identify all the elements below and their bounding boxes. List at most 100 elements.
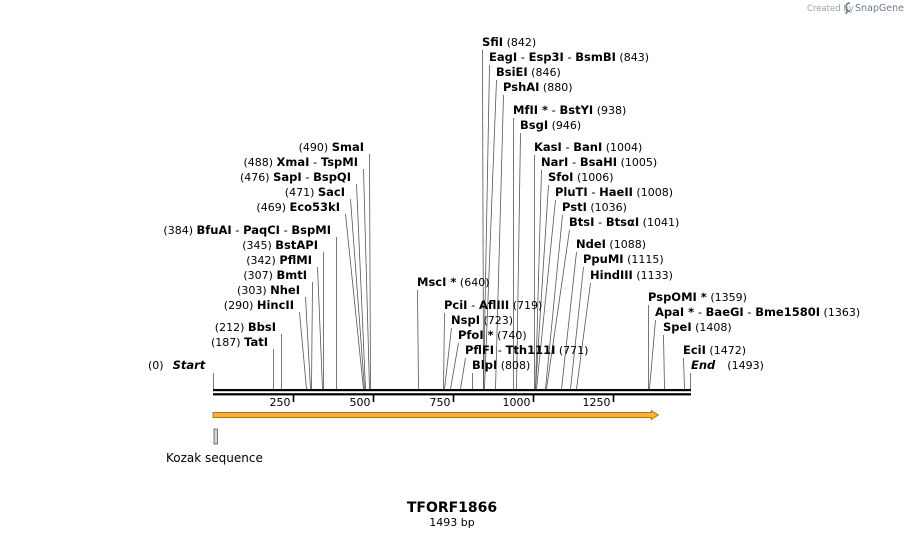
- cut-position: (1472): [706, 344, 746, 357]
- cut-site[interactable]: (303) NheI: [237, 283, 311, 390]
- cut-site-label[interactable]: (469) Eco53kI: [256, 200, 340, 214]
- cut-site-label[interactable]: (290) HincII: [224, 298, 294, 312]
- cut-site[interactable]: BlpI (808): [472, 358, 530, 389]
- cut-site-label[interactable]: PshAI (880): [503, 80, 573, 94]
- cut-position: (471): [285, 186, 318, 199]
- cut-site[interactable]: (384) BfuAI - PaqCI - BspMI: [163, 223, 337, 389]
- cut-site[interactable]: EagI - Esp3I - BsmBI (843): [483, 50, 650, 390]
- cut-site-label[interactable]: SpeI (1408): [663, 320, 732, 334]
- cut-site-label[interactable]: BlpI (808): [472, 358, 530, 372]
- cut-site-label[interactable]: (384) BfuAI - PaqCI - BspMI: [163, 223, 331, 237]
- cut-site-label[interactable]: MfII * - BstYI (938): [513, 103, 626, 117]
- cut-site[interactable]: (290) HincII: [224, 298, 307, 390]
- cut-site-label[interactable]: MscI * (640): [417, 275, 489, 289]
- cut-site[interactable]: SfiI (842): [482, 35, 536, 390]
- cut-site[interactable]: KasI - BanI (1004): [534, 140, 642, 389]
- orf-feature[interactable]: [212, 409, 660, 421]
- cut-site-label[interactable]: KasI - BanI (1004): [534, 140, 642, 154]
- cut-site-label[interactable]: (488) XmaI - TspMI: [243, 155, 358, 169]
- cut-site[interactable]: EciI (1472): [683, 343, 746, 390]
- cut-site[interactable]: PflFI - Tth111I (771): [460, 343, 589, 390]
- credit-brand: SnapGene: [855, 3, 904, 14]
- cut-site[interactable]: MfII * - BstYI (938): [513, 103, 626, 389]
- cut-site-label[interactable]: PpuMI (1115): [583, 252, 664, 266]
- cut-site[interactable]: MscI * (640): [417, 275, 489, 390]
- cut-site[interactable]: (476) SapI - BspQI: [240, 170, 366, 390]
- cut-site-label[interactable]: (307) BmtI: [243, 268, 307, 282]
- cut-site[interactable]: PshAI (880): [495, 80, 573, 390]
- cut-site-label[interactable]: PstI (1036): [562, 200, 627, 214]
- cut-site[interactable]: PciI - AflIII (719): [443, 298, 543, 390]
- cut-site[interactable]: (212) BbsI: [215, 320, 282, 389]
- cut-site[interactable]: NarI - BsaHI (1005): [535, 155, 658, 390]
- tick-label: 1250: [583, 396, 611, 409]
- cut-position: (187): [211, 336, 244, 349]
- cut-site[interactable]: (307) BmtI: [243, 268, 313, 390]
- kozak-box[interactable]: [213, 428, 218, 445]
- cut-site[interactable]: (471) SacI: [285, 185, 365, 390]
- cut-site-label[interactable]: (471) SacI: [285, 185, 345, 199]
- cut-site[interactable]: PspOMI * (1359): [648, 290, 747, 389]
- cut-site-label[interactable]: BsiEI (846): [496, 65, 561, 79]
- cut-site-line: [561, 251, 577, 390]
- cut-site[interactable]: PstI (1036): [545, 200, 627, 390]
- cut-site[interactable]: PluTI - HaeII (1008): [536, 185, 673, 390]
- cut-site-label[interactable]: (345) BstAPI: [242, 238, 318, 252]
- cut-site[interactable]: BsiEI (846): [484, 65, 561, 390]
- cut-site-label[interactable]: NspI (723): [451, 313, 513, 327]
- cut-site-label[interactable]: EagI - Esp3I - BsmBI (843): [489, 50, 649, 64]
- cut-site-label[interactable]: (303) NheI: [237, 283, 300, 297]
- cut-site[interactable]: PfoI * (740): [450, 328, 527, 390]
- enzyme-separator: -: [568, 155, 579, 169]
- backbone-top-strand: [213, 389, 691, 392]
- cut-site-label[interactable]: ApaI * - BaeGI - Bme1580I (1363): [655, 305, 860, 319]
- cut-site-label[interactable]: (476) SapI - BspQI: [240, 170, 351, 184]
- cut-position: (1088): [606, 238, 646, 251]
- cut-site[interactable]: BtsI - BtsαI (1041): [546, 215, 680, 390]
- cut-site[interactable]: (488) XmaI - TspMI: [243, 155, 370, 390]
- cut-position: (946): [548, 119, 581, 132]
- cut-site-label[interactable]: PciI - AflIII (719): [444, 298, 542, 312]
- kozak-feature[interactable]: Kozak sequence: [166, 428, 263, 465]
- cut-site-label[interactable]: (490) SmaI: [299, 140, 364, 154]
- cut-site-label[interactable]: NdeI (1088): [576, 237, 646, 251]
- cut-site[interactable]: PpuMI (1115): [570, 252, 664, 390]
- cut-site[interactable]: NdeI (1088): [561, 237, 647, 390]
- enzyme-name: BanI: [573, 140, 602, 154]
- cut-site-label[interactable]: (342) PflMI: [246, 253, 312, 267]
- cut-site[interactable]: (469) Eco53kI: [256, 200, 364, 390]
- cut-site[interactable]: ApaI * - BaeGI - Bme1580I (1363): [649, 305, 861, 390]
- cut-site[interactable]: SfoI (1006): [535, 170, 614, 390]
- end-label: End (1493): [691, 358, 764, 372]
- cut-site-label[interactable]: (212) BbsI: [215, 320, 276, 334]
- cut-site-label[interactable]: SfiI (842): [482, 35, 536, 49]
- cut-site[interactable]: SpeI (1408): [663, 320, 732, 390]
- cut-site[interactable]: HindIII (1133): [576, 268, 673, 390]
- cut-site-label[interactable]: NarI - BsaHI (1005): [541, 155, 657, 169]
- cut-site[interactable]: (187) TatI: [211, 335, 274, 389]
- cut-position: (1408): [692, 321, 732, 334]
- cut-site[interactable]: BsgI (946): [516, 118, 582, 390]
- cut-position: (640): [456, 276, 489, 289]
- cut-site-label[interactable]: (187) TatI: [211, 335, 268, 349]
- cut-site-label[interactable]: PfoI * (740): [458, 328, 527, 342]
- cut-site-label[interactable]: PspOMI * (1359): [648, 290, 747, 304]
- enzyme-name: KasI: [534, 140, 562, 154]
- enzyme-name: PaqCI: [243, 223, 280, 237]
- start-name: Start: [173, 358, 206, 372]
- cut-site-label[interactable]: EciI (1472): [683, 343, 746, 357]
- cut-site[interactable]: (490) SmaI: [299, 140, 371, 390]
- cut-site-label[interactable]: BsgI (946): [520, 118, 581, 132]
- cut-site-label[interactable]: SfoI (1006): [548, 170, 614, 184]
- orf-arrow[interactable]: [212, 409, 660, 421]
- cut-site-label[interactable]: HindIII (1133): [590, 268, 673, 282]
- cut-position: (880): [539, 81, 572, 94]
- cut-site-line: [363, 168, 370, 390]
- enzyme-name: BsiEI: [496, 65, 528, 79]
- cut-site[interactable]: NspI (723): [444, 313, 514, 390]
- cut-site[interactable]: (345) BstAPI: [242, 238, 324, 389]
- cut-site-label[interactable]: BtsI - BtsαI (1041): [569, 215, 679, 229]
- cut-site[interactable]: (342) PflMI: [246, 253, 323, 390]
- cut-site-label[interactable]: PflFI - Tth111I (771): [465, 343, 588, 357]
- cut-site-label[interactable]: PluTI - HaeII (1008): [555, 185, 673, 199]
